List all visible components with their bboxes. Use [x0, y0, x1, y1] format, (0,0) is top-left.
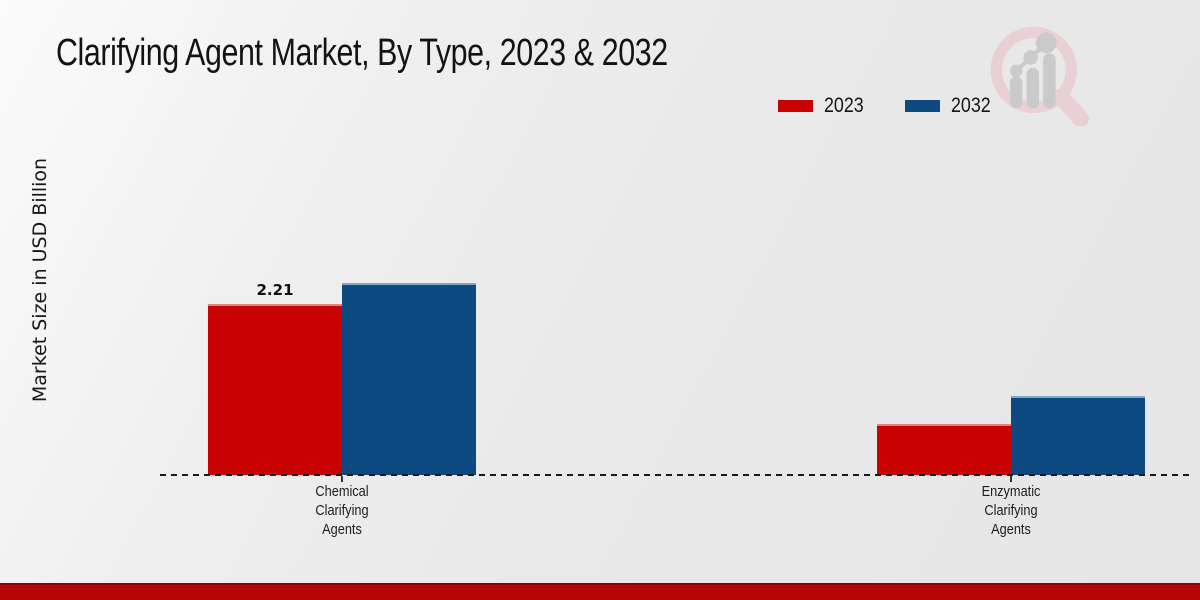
- x-axis-baseline: [160, 474, 1190, 476]
- bar-2032-category-0: [342, 283, 476, 475]
- x-axis-tick-chemical: [341, 476, 343, 482]
- x-axis-tick-enzymatic: [1010, 476, 1012, 482]
- magnifier-bar-chart-logo-icon: [990, 26, 1089, 126]
- category-label-chemical: Chemical Clarifying Agents: [315, 484, 369, 538]
- legend-swatch-2032: [904, 99, 940, 112]
- bar-value-label: 2.21: [256, 280, 294, 299]
- category-label-enzymatic: Enzymatic Clarifying Agents: [981, 484, 1041, 538]
- bar-2032-category-1: [1011, 396, 1145, 475]
- legend: 2023 2032: [778, 95, 997, 116]
- chart-title: Clarifying Agent Market, By Type, 2023 &…: [56, 32, 668, 74]
- legend-swatch-2023: [778, 99, 813, 112]
- legend-label-2032: 2032: [950, 94, 991, 117]
- legend-item-2032: 2032: [904, 94, 998, 117]
- bar-2023-category-1: [877, 424, 1011, 475]
- legend-item-2023: 2023: [778, 95, 871, 116]
- legend-label-2023: 2023: [824, 94, 864, 117]
- footer-accent-bar: [0, 583, 1200, 600]
- bar-2023-category-0: [208, 304, 342, 475]
